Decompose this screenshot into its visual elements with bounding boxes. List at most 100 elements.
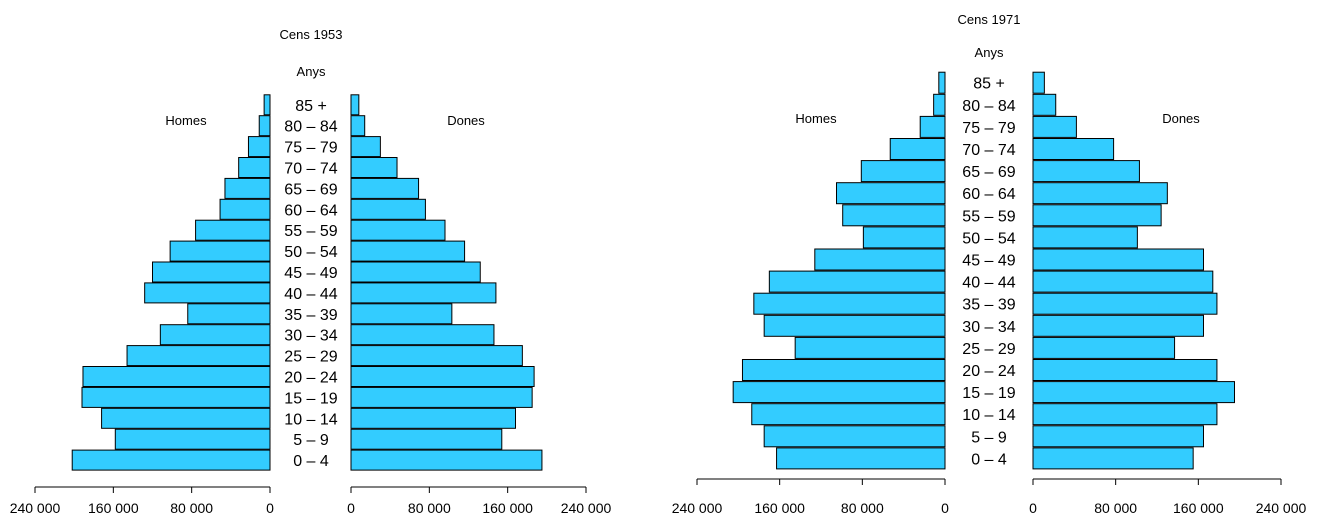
age-group-label: 75 – 79 xyxy=(284,140,337,157)
x-tick-label-homes: 160 000 xyxy=(88,500,139,516)
bar-dones xyxy=(350,449,543,471)
age-group-label: 5 – 9 xyxy=(293,432,329,449)
bar-homes xyxy=(763,314,946,337)
bar-dones xyxy=(1032,115,1077,138)
age-group-label: 10 – 14 xyxy=(962,407,1015,424)
bar-homes xyxy=(842,204,946,227)
bar-dones xyxy=(1032,204,1162,227)
bar-dones xyxy=(350,303,453,325)
age-group-label: 0 – 4 xyxy=(971,451,1007,468)
bar-dones xyxy=(350,240,466,262)
bar-homes xyxy=(768,270,946,293)
bar-dones xyxy=(1032,93,1057,116)
bar-homes xyxy=(889,138,946,160)
age-group-label: 50 – 54 xyxy=(962,230,1015,247)
bar-homes xyxy=(258,115,271,137)
bar-dones xyxy=(1032,138,1115,160)
bar-dones xyxy=(1032,270,1214,293)
x-tick-label-dones: 0 xyxy=(1029,500,1037,516)
bar-dones xyxy=(350,115,366,137)
chart-subtitle: Anys xyxy=(975,45,1004,60)
age-group-label: 80 – 84 xyxy=(962,98,1015,115)
homes-label: Homes xyxy=(795,111,837,126)
homes-label: Homes xyxy=(165,113,207,128)
bar-dones xyxy=(350,282,497,304)
bar-homes xyxy=(860,160,946,183)
chart-title: Cens 1953 xyxy=(280,27,343,42)
age-group-label: 75 – 79 xyxy=(962,120,1015,137)
bar-dones xyxy=(1032,182,1168,205)
bar-homes xyxy=(224,177,271,199)
age-group-label: 35 – 39 xyxy=(284,307,337,324)
bar-homes xyxy=(862,226,946,249)
bar-homes xyxy=(938,71,946,94)
bar-homes xyxy=(82,366,271,387)
bar-homes xyxy=(753,292,946,315)
x-tick-label-homes: 80 000 xyxy=(170,500,213,516)
bar-dones xyxy=(1032,447,1194,470)
x-tick-label-dones: 240 000 xyxy=(561,500,612,516)
x-tick-label-homes: 0 xyxy=(266,500,274,516)
age-group-label: 85 + xyxy=(295,98,327,115)
age-group-label: 0 – 4 xyxy=(293,453,329,470)
bar-dones xyxy=(350,407,516,429)
bar-dones xyxy=(350,366,535,387)
dones-label: Dones xyxy=(1162,111,1200,126)
dones-label: Dones xyxy=(447,113,485,128)
age-group-label: 70 – 74 xyxy=(284,161,337,178)
bar-dones xyxy=(1032,359,1218,381)
x-tick-label-dones: 0 xyxy=(347,500,355,516)
age-group-label: 60 – 64 xyxy=(962,186,1015,203)
x-tick-label-dones: 240 000 xyxy=(1256,500,1307,516)
age-group-label: 20 – 24 xyxy=(962,363,1015,380)
age-group-label: 65 – 69 xyxy=(962,164,1015,181)
bar-dones xyxy=(350,94,360,116)
bar-homes xyxy=(238,157,271,178)
x-tick-label-homes: 160 000 xyxy=(754,500,805,516)
age-group-label: 15 – 19 xyxy=(962,385,1015,402)
bar-dones xyxy=(1032,403,1218,426)
age-group-label: 70 – 74 xyxy=(962,142,1015,159)
bar-homes xyxy=(814,248,946,271)
bar-homes xyxy=(81,386,271,408)
bar-dones xyxy=(350,198,426,220)
bar-homes xyxy=(741,359,946,381)
age-group-label: 45 – 49 xyxy=(284,265,337,282)
bar-homes xyxy=(836,182,946,205)
bar-homes xyxy=(919,115,946,138)
x-tick-label-dones: 80 000 xyxy=(408,500,451,516)
bar-homes xyxy=(195,219,271,241)
bar-dones xyxy=(350,261,481,283)
age-group-label: 85 + xyxy=(973,76,1005,93)
age-group-label: 80 – 84 xyxy=(284,119,337,136)
bar-homes xyxy=(152,261,271,283)
bar-dones xyxy=(350,136,381,158)
bar-dones xyxy=(1032,336,1176,359)
bar-homes xyxy=(794,336,946,359)
bar-dones xyxy=(350,345,523,367)
bar-dones xyxy=(350,428,503,450)
age-group-label: 65 – 69 xyxy=(284,181,337,198)
x-tick-label-dones: 160 000 xyxy=(482,500,533,516)
bar-homes xyxy=(732,381,946,404)
bar-homes xyxy=(71,449,271,471)
age-group-label: 55 – 59 xyxy=(284,223,337,240)
bar-dones xyxy=(1032,314,1204,337)
bar-dones xyxy=(1032,425,1204,448)
bar-dones xyxy=(350,219,446,241)
age-group-label: 40 – 44 xyxy=(284,286,337,303)
x-tick-label-homes: 240 000 xyxy=(10,500,61,516)
bar-homes xyxy=(751,403,946,426)
bar-dones xyxy=(1032,248,1204,271)
bar-dones xyxy=(1032,160,1140,183)
chart-title: Cens 1971 xyxy=(958,12,1021,27)
age-group-label: 60 – 64 xyxy=(284,202,337,219)
bar-homes xyxy=(763,425,946,448)
x-tick-label-homes: 0 xyxy=(941,500,949,516)
bar-homes xyxy=(144,282,271,304)
x-tick-label-homes: 240 000 xyxy=(672,500,723,516)
bar-dones xyxy=(350,386,533,408)
bar-homes xyxy=(169,240,271,262)
bar-homes xyxy=(776,447,946,470)
